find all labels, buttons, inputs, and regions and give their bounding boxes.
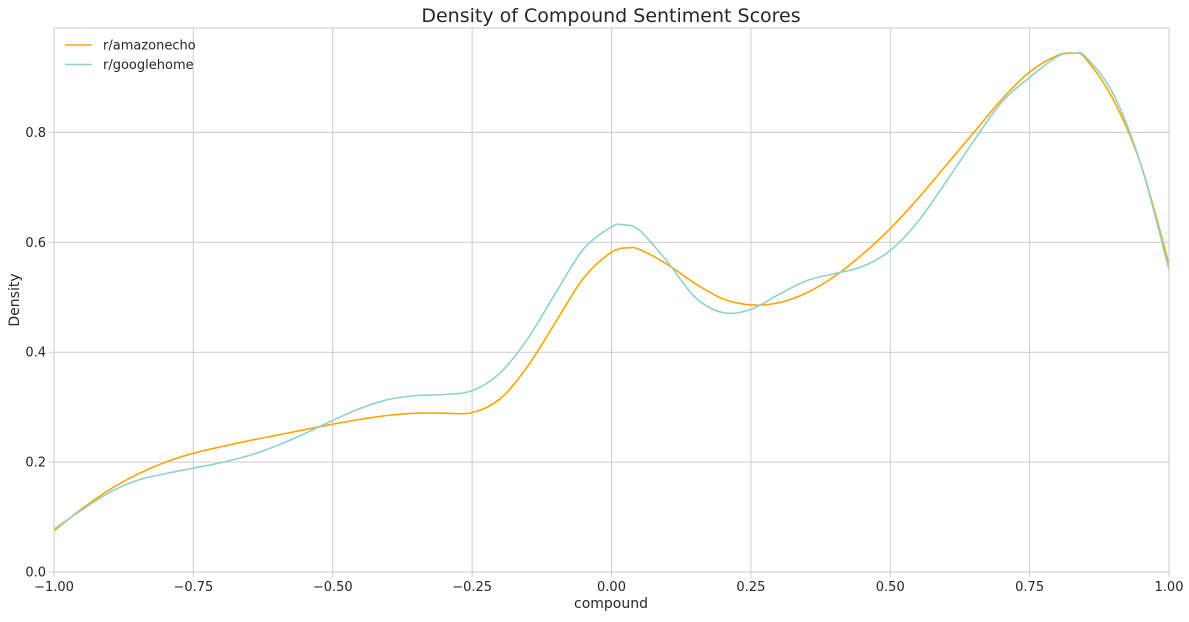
x-axis-ticks: −1.00 −0.75 −0.50 −0.25 0.00 0.25 0.50 0.75 1.00 [34, 572, 1183, 595]
y-tick-label: 0.6 [25, 236, 46, 251]
y-tick-label: 0.4 [25, 346, 46, 361]
y-tick-label: 0.0 [25, 566, 46, 581]
series-line-amazonecho [53, 52, 1170, 532]
series-line-googlehome [53, 51, 1170, 530]
x-tick-label: 1.00 [1155, 580, 1184, 595]
x-tick-label: −0.75 [173, 580, 213, 595]
legend: r/amazonecho r/googlehome [65, 39, 196, 73]
y-tick-label: 0.8 [25, 126, 46, 141]
legend-label: r/googlehome [103, 58, 194, 73]
x-tick-label: 0.00 [597, 580, 626, 595]
y-axis-label: Density [7, 273, 23, 326]
x-tick-label: 0.50 [876, 580, 905, 595]
chart-title: Density of Compound Sentiment Scores [421, 5, 800, 27]
x-tick-label: −0.50 [313, 580, 353, 595]
y-tick-label: 0.2 [25, 456, 46, 471]
x-tick-label: −1.00 [34, 580, 74, 595]
grid [53, 28, 1170, 573]
legend-label: r/amazonecho [103, 39, 196, 54]
x-axis-label: compound [574, 596, 648, 612]
series-lines [53, 51, 1170, 532]
y-axis-ticks: 0.0 0.2 0.4 0.6 0.8 [25, 126, 54, 581]
x-tick-label: −0.25 [452, 580, 492, 595]
x-tick-label: 0.75 [1015, 580, 1044, 595]
x-tick-label: 0.25 [736, 580, 765, 595]
